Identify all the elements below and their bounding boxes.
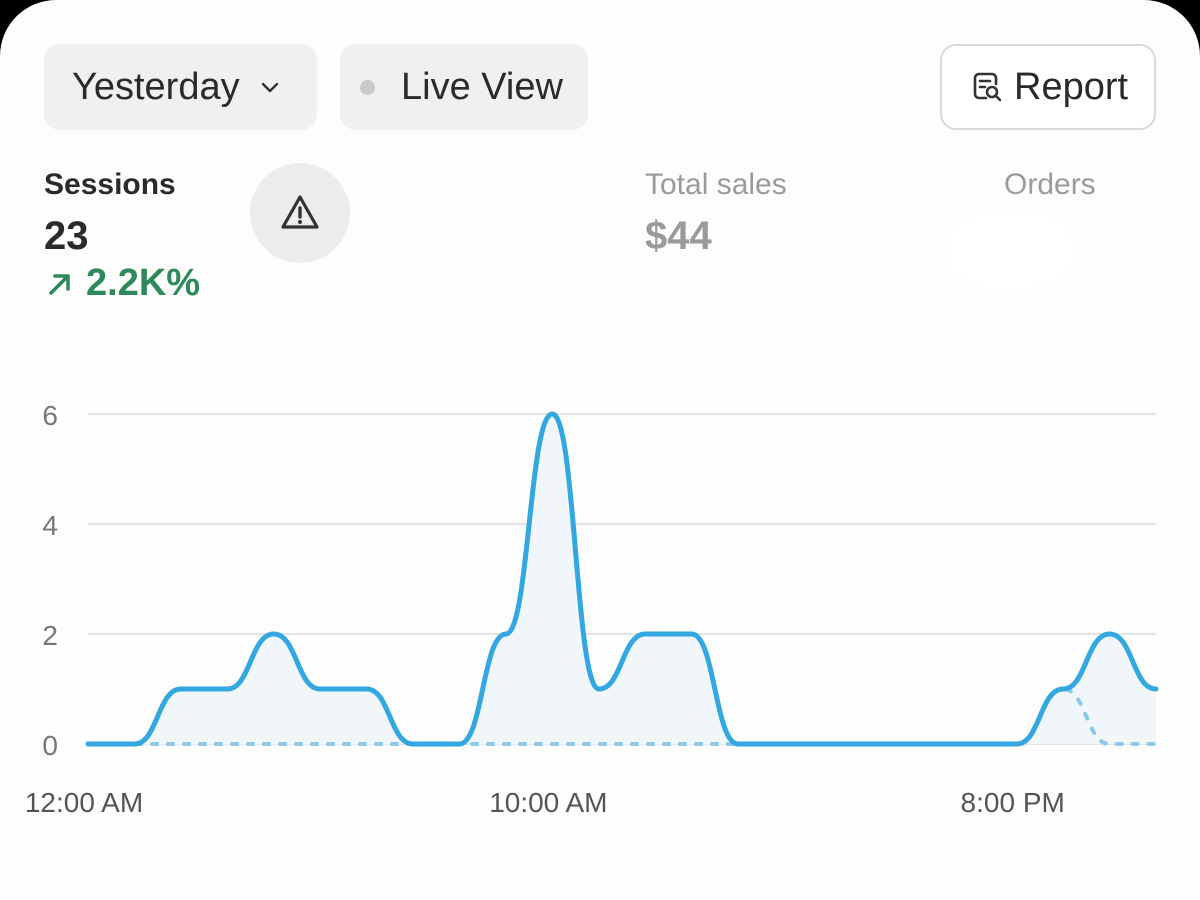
x-tick-label: 8:00 PM [961,787,1065,818]
report-search-icon [973,72,1002,102]
report-label: Report [1014,65,1129,108]
date-range-label: Yesterday [72,65,240,108]
live-view-button[interactable]: Live View [340,44,588,130]
redacted-orders-value [940,205,1080,295]
y-tick-label: 4 [42,510,58,541]
orders-label: Orders [1004,168,1096,201]
sessions-change: 2.2K% [44,262,200,305]
chevron-down-icon [261,82,278,93]
orders-metric[interactable]: Orders [1004,168,1096,202]
sessions-label: Sessions [44,168,176,201]
live-view-label: Live View [401,65,563,108]
status-dot-icon [360,79,375,95]
x-tick-label: 10:00 AM [489,787,607,818]
total-sales-metric[interactable]: Total sales $44 [645,168,787,260]
sessions-value: 23 [44,214,89,258]
y-tick-label: 2 [42,620,58,651]
total-sales-label: Total sales [645,168,787,201]
sessions-series-line [85,411,1159,747]
series-area [88,414,1156,744]
sessions-change-value: 2.2K% [86,262,201,304]
y-tick-label: 6 [42,400,58,431]
warning-button[interactable] [250,163,350,263]
y-tick-label: 0 [42,730,58,761]
arrow-up-right-icon [49,273,70,295]
total-sales-value: $44 [645,214,712,258]
sessions-chart: 0 2 4 6 12:00 AM 10:00 AM 8:00 PM [25,400,1159,818]
date-range-selector[interactable]: Yesterday [44,44,317,130]
x-tick-label: 12:00 AM [25,787,143,818]
report-button[interactable]: Report [940,44,1156,130]
sessions-metric[interactable]: Sessions 23 [44,168,176,260]
warning-triangle-icon [281,195,319,229]
